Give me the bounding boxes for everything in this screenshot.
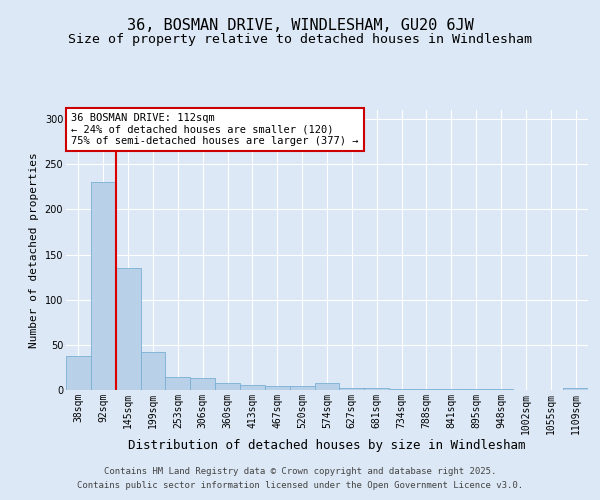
Bar (91, 182, 116, 390)
Bar (240, 386, 265, 390)
Bar (488, 389, 514, 390)
Bar (389, 389, 414, 390)
Text: Contains public sector information licensed under the Open Government Licence v3: Contains public sector information licen… (77, 481, 523, 490)
Bar (364, 388, 389, 390)
Bar (314, 383, 340, 390)
Bar (166, 378, 190, 390)
Bar (414, 389, 439, 390)
Bar (563, 388, 588, 390)
Bar (66, 356, 91, 390)
Bar (116, 268, 140, 390)
Bar (215, 383, 240, 390)
Text: Size of property relative to detached houses in Windlesham: Size of property relative to detached ho… (68, 32, 532, 46)
Text: Contains HM Land Registry data © Crown copyright and database right 2025.: Contains HM Land Registry data © Crown c… (104, 467, 496, 476)
Bar (290, 386, 314, 390)
Bar (265, 386, 290, 390)
X-axis label: Distribution of detached houses by size in Windlesham: Distribution of detached houses by size … (128, 440, 526, 452)
Y-axis label: Number of detached properties: Number of detached properties (29, 152, 39, 348)
Text: 36, BOSMAN DRIVE, WINDLESHAM, GU20 6JW: 36, BOSMAN DRIVE, WINDLESHAM, GU20 6JW (127, 18, 473, 32)
Text: 36 BOSMAN DRIVE: 112sqm
← 24% of detached houses are smaller (120)
75% of semi-d: 36 BOSMAN DRIVE: 112sqm ← 24% of detache… (71, 113, 359, 146)
Bar (140, 352, 166, 390)
Bar (190, 378, 215, 390)
Bar (439, 389, 464, 390)
Bar (464, 389, 488, 390)
Bar (340, 388, 364, 390)
